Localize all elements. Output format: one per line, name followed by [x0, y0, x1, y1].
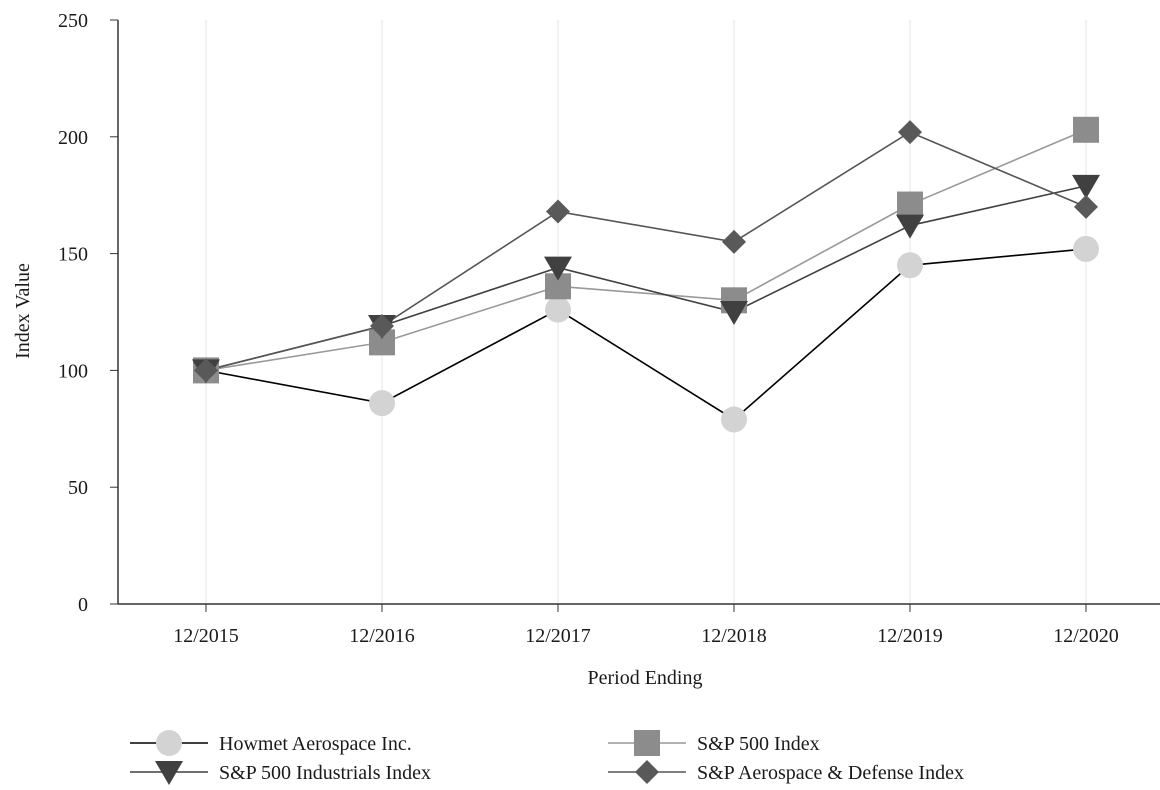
data-point-series-3 [720, 301, 748, 325]
legend-label: S&P 500 Industrials Index [219, 762, 431, 784]
data-point-series-4 [194, 358, 218, 383]
legend-label: Howmet Aerospace Inc. [219, 733, 412, 755]
gridlines [205, 20, 1087, 604]
x-tick-label: 12/2015 [173, 625, 239, 647]
series-lines [205, 129, 1087, 421]
series-markers [192, 116, 1100, 433]
tick-labels: 12/2015 12/2016 12/2017 12/2018 12/2019 12/20… [58, 10, 1119, 647]
data-point-series-3 [896, 214, 924, 239]
data-point-series-1 [545, 296, 571, 323]
axes [110, 19, 1160, 612]
y-tick-label: 250 [58, 10, 88, 32]
y-axis-title: Index Value [12, 263, 34, 359]
y-tick-label: 100 [58, 360, 88, 382]
legend-item: Howmet Aerospace Inc. [130, 730, 412, 756]
legend-item: S&P 500 Index [608, 730, 820, 756]
y-tick-label: 200 [58, 127, 88, 149]
legend-marker [635, 760, 659, 784]
x-tick-label: 12/2019 [877, 625, 943, 647]
legend: Howmet Aerospace Inc. S&P 500 Index S&P 50… [130, 730, 964, 785]
y-tick-label: 150 [58, 244, 88, 266]
data-point-series-2 [897, 191, 923, 218]
data-point-series-4 [722, 229, 746, 254]
x-tick-label: 12/2018 [701, 625, 767, 647]
series-line-3 [205, 185, 1087, 372]
data-point-series-3 [544, 256, 572, 281]
series-line-4 [205, 131, 1087, 372]
series-line-2 [205, 129, 1087, 372]
x-tick-label: 12/2016 [349, 625, 415, 647]
legend-item: S&P Aerospace & Defense Index [608, 760, 964, 784]
data-point-series-2 [1073, 116, 1099, 143]
legend-marker [156, 730, 182, 756]
data-point-series-1 [369, 390, 395, 417]
y-tick-label: 0 [78, 594, 88, 616]
data-point-series-1 [1073, 235, 1099, 262]
legend-item: S&P 500 Industrials Index [130, 761, 431, 785]
legend-marker [634, 730, 660, 756]
x-axis-title: Period Ending [588, 667, 703, 689]
x-tick-label: 12/2020 [1053, 625, 1119, 647]
legend-label: S&P Aerospace & Defense Index [697, 762, 964, 784]
y-tick-label: 50 [68, 477, 88, 499]
data-point-series-3 [1072, 174, 1100, 199]
data-point-series-1 [721, 406, 747, 433]
data-point-series-4 [1074, 194, 1098, 219]
data-point-series-4 [370, 314, 394, 339]
data-point-series-4 [546, 199, 570, 224]
series-line-1 [205, 248, 1087, 421]
data-point-series-1 [897, 252, 923, 279]
data-point-series-4 [898, 120, 922, 145]
legend-label: S&P 500 Index [697, 733, 820, 755]
legend-marker [155, 761, 183, 785]
x-tick-label: 12/2017 [525, 625, 591, 647]
